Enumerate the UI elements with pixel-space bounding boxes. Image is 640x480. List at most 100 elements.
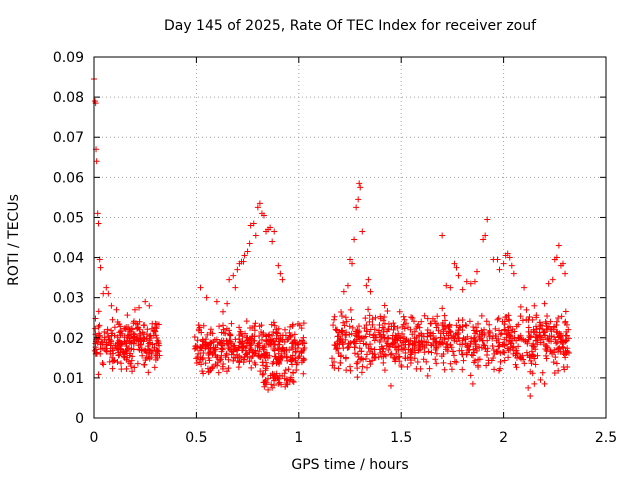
- data-point: [197, 354, 204, 361]
- data-point: [447, 342, 454, 349]
- data-point: [543, 355, 550, 362]
- data-point: [236, 336, 243, 343]
- data-point: [92, 331, 99, 338]
- data-point: [455, 317, 462, 324]
- data-point: [127, 329, 134, 336]
- data-point: [467, 341, 474, 348]
- data-point: [123, 343, 130, 350]
- data-point: [275, 262, 282, 269]
- data-point: [335, 350, 342, 357]
- y-tick-label: 0.05: [53, 210, 84, 226]
- data-point: [552, 354, 559, 361]
- y-tick-label: 0.06: [53, 170, 84, 186]
- data-point: [512, 361, 519, 368]
- data-point: [288, 358, 295, 365]
- data-point: [142, 298, 149, 305]
- data-point: [501, 326, 508, 333]
- data-point: [349, 324, 356, 331]
- data-point: [372, 354, 379, 361]
- data-point: [367, 326, 374, 333]
- data-point: [562, 319, 569, 326]
- data-point: [151, 344, 158, 351]
- data-point: [366, 331, 373, 338]
- data-point: [127, 363, 134, 370]
- y-tick-label: 0: [75, 411, 84, 427]
- data-point: [497, 331, 504, 338]
- data-point: [496, 327, 503, 334]
- data-point: [120, 349, 127, 356]
- data-point: [551, 349, 558, 356]
- data-point: [380, 359, 387, 366]
- data-point: [136, 346, 143, 353]
- data-point: [440, 330, 447, 337]
- data-point: [284, 336, 291, 343]
- data-point: [355, 323, 362, 330]
- data-point: [409, 340, 416, 347]
- data-point: [275, 346, 282, 353]
- data-point: [365, 276, 372, 283]
- data-point: [113, 306, 120, 313]
- data-point: [138, 341, 145, 348]
- data-point: [109, 354, 116, 361]
- data-point: [554, 328, 561, 335]
- data-point: [296, 322, 303, 329]
- data-point: [281, 370, 288, 377]
- data-point: [224, 300, 231, 307]
- data-point: [154, 354, 161, 361]
- data-point: [94, 210, 101, 217]
- data-point: [557, 348, 564, 355]
- data-point: [358, 348, 365, 355]
- data-point: [500, 260, 507, 267]
- data-point: [150, 332, 157, 339]
- data-point: [387, 351, 394, 358]
- data-point: [278, 381, 285, 388]
- data-point: [496, 339, 503, 346]
- data-point: [531, 328, 538, 335]
- data-point: [409, 314, 416, 321]
- data-point: [235, 364, 242, 371]
- data-point: [493, 348, 500, 355]
- data-point: [376, 338, 383, 345]
- data-point: [382, 352, 389, 359]
- data-point: [124, 312, 131, 319]
- data-point: [203, 294, 210, 301]
- data-point: [142, 357, 149, 364]
- data-point: [228, 351, 235, 358]
- data-point: [377, 350, 384, 357]
- data-point: [267, 224, 274, 231]
- data-point: [205, 350, 212, 357]
- data-point: [498, 330, 505, 337]
- data-point: [247, 324, 254, 331]
- data-point: [369, 321, 376, 328]
- data-point: [560, 350, 567, 357]
- data-point: [95, 220, 102, 227]
- data-point: [428, 349, 435, 356]
- data-point: [448, 334, 455, 341]
- data-point: [510, 343, 517, 350]
- data-point: [536, 333, 543, 340]
- data-point: [442, 322, 449, 329]
- data-point: [470, 346, 477, 353]
- data-point: [103, 341, 110, 348]
- data-point: [351, 236, 358, 243]
- data-point: [268, 381, 275, 388]
- data-point: [536, 319, 543, 326]
- data-point: [242, 347, 249, 354]
- data-point: [547, 318, 554, 325]
- data-point: [491, 366, 498, 373]
- data-point: [562, 354, 569, 361]
- data-point: [225, 356, 232, 363]
- data-point: [521, 284, 528, 291]
- data-point: [331, 364, 338, 371]
- data-point: [408, 357, 415, 364]
- data-point: [433, 350, 440, 357]
- data-point: [259, 371, 266, 378]
- data-point: [267, 372, 274, 379]
- data-point: [109, 358, 116, 365]
- data-point: [378, 343, 385, 350]
- data-point: [392, 344, 399, 351]
- data-point: [558, 313, 565, 320]
- data-point: [345, 344, 352, 351]
- data-point: [216, 323, 223, 330]
- data-point: [261, 379, 268, 386]
